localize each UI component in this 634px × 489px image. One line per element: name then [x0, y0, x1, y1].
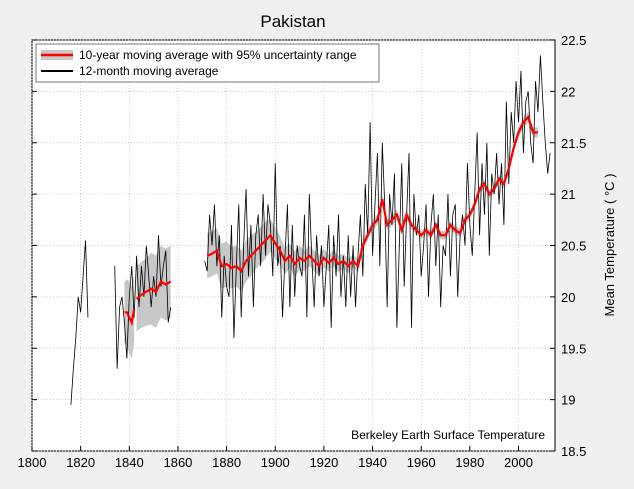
uncertainty-range — [207, 111, 538, 292]
moving-average-12-month-line — [70, 240, 89, 405]
legend-box — [35, 43, 380, 83]
y-tick-label: 21 — [561, 187, 575, 202]
moving-average-12-month-line — [204, 55, 551, 338]
moving-average-10-year-line — [206, 114, 538, 274]
x-tick-label: 1800 — [18, 455, 47, 470]
y-tick-label: 22 — [561, 84, 575, 99]
y-tick-label: 19 — [561, 393, 575, 408]
y-tick-label: 20.5 — [561, 239, 586, 254]
y-tick-label: 22.5 — [561, 33, 586, 48]
moving-average-10-year-line — [135, 279, 172, 300]
y-axis: 18.5 19 19.5 20 20.5 21 21.5 22 22.5 — [32, 33, 586, 459]
annotation: Berkeley Earth Surface Temperature — [351, 428, 545, 442]
x-tick-label: 1940 — [358, 455, 387, 470]
x-tick-label: 1980 — [455, 455, 484, 470]
x-tick-label: 1840 — [115, 455, 144, 470]
grid — [31, 39, 555, 452]
x-tick-label: 1900 — [261, 455, 290, 470]
moving-average-10-year-line — [124, 309, 136, 327]
chart-title: Pakistan — [260, 12, 325, 31]
y-tick-label: 21.5 — [561, 136, 586, 151]
x-tick-label: 1820 — [66, 455, 95, 470]
x-axis: 1800 1820 1840 1860 1880 1900 1920 1940 1960 1980… — [18, 446, 533, 470]
y-axis-label: Mean Temperature ( °C ) — [602, 174, 617, 317]
series-10-year — [124, 114, 538, 327]
y-tick-label: 18.5 — [561, 444, 586, 459]
x-tick-label: 2000 — [504, 455, 533, 470]
x-tick-label: 1920 — [309, 455, 338, 470]
legend: 10-year moving average with 95% uncertai… — [35, 43, 380, 83]
y-tick-label: 19.5 — [561, 341, 586, 356]
x-tick-label: 1960 — [407, 455, 436, 470]
y-tick-label: 20 — [561, 290, 575, 305]
legend-label-10-year: 10-year moving average with 95% uncertai… — [79, 48, 357, 62]
x-tick-label: 1860 — [163, 455, 192, 470]
legend-label-12-month: 12-month moving average — [79, 64, 219, 78]
x-tick-label: 1880 — [212, 455, 241, 470]
